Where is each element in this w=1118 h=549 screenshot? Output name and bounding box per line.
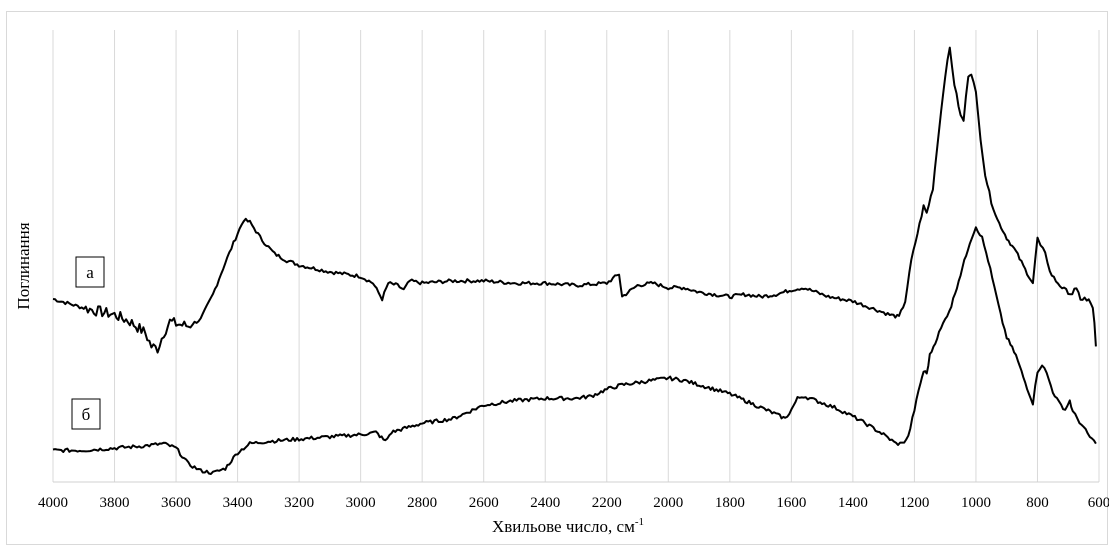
x-tick-label-2800: 2800 <box>407 495 437 511</box>
x-tick-label-2200: 2200 <box>592 495 622 511</box>
x-tick-label-3800: 3800 <box>100 495 130 511</box>
x-tick-label-1200: 1200 <box>899 495 929 511</box>
x-tick-label-2600: 2600 <box>469 495 499 511</box>
series-line-a <box>52 46 1097 354</box>
x-tick-label-4000: 4000 <box>38 495 68 511</box>
series-b-label: б <box>71 398 101 430</box>
series-a-label: а <box>75 256 105 288</box>
series-b-label-box <box>71 398 101 430</box>
x-tick-label-1800: 1800 <box>715 495 745 511</box>
x-tick-label-3400: 3400 <box>223 495 253 511</box>
series-a-label-text: а <box>86 263 94 282</box>
gridlines <box>52 30 1100 482</box>
x-tick-label-3600: 3600 <box>161 495 191 511</box>
x-tick-label-2400: 2400 <box>530 495 560 511</box>
series-lines <box>52 46 1097 475</box>
x-tick-label-2000: 2000 <box>653 495 683 511</box>
x-tick-label-3000: 3000 <box>346 495 376 511</box>
x-tick-label-1400: 1400 <box>838 495 868 511</box>
x-tick-label-600: 600 <box>1088 495 1109 511</box>
ir-spectrum-chart: 4000 3800 3600 3400 3200 3000 2800 2600 2400 2200… <box>14 30 1109 536</box>
x-tick-label-800: 800 <box>1026 495 1049 511</box>
x-axis-title: Хвильове число, см-1 <box>492 516 644 536</box>
x-tick-labels: 4000 3800 3600 3400 3200 3000 2800 2600 2400 2200… <box>38 495 1109 511</box>
x-tick-label-1600: 1600 <box>776 495 806 511</box>
x-tick-label-1000: 1000 <box>961 495 991 511</box>
y-axis-title: Поглинання <box>14 222 33 309</box>
x-axis-title-sup: -1 <box>635 516 644 528</box>
series-line-b <box>52 226 1097 475</box>
x-tick-label-3200: 3200 <box>284 495 314 511</box>
series-a-label-box <box>75 256 105 288</box>
chart-frame: 4000 3800 3600 3400 3200 3000 2800 2600 2400 2200… <box>6 11 1109 545</box>
series-b-label-text: б <box>82 405 91 424</box>
x-axis-title-main: Хвильове число, см <box>492 517 635 536</box>
